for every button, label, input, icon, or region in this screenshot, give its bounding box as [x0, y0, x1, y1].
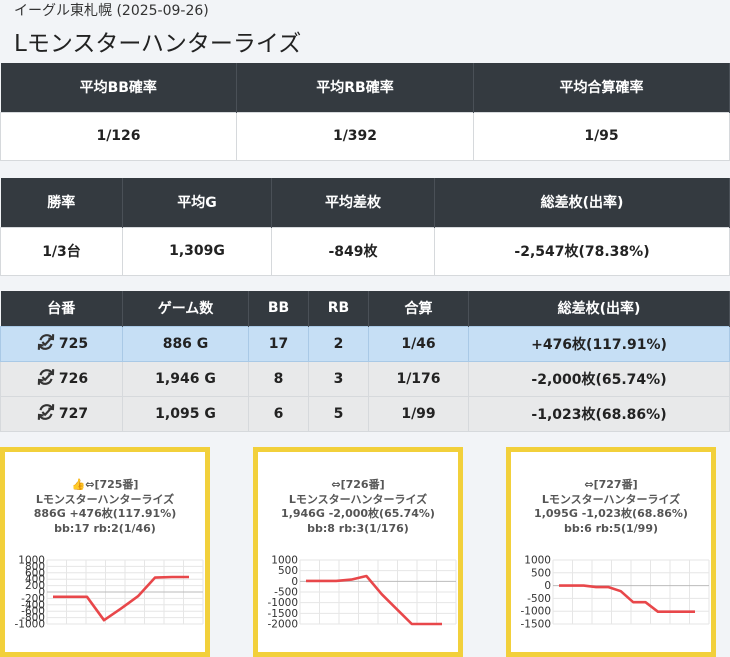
unit-number: 727	[58, 405, 89, 422]
header-avg-games: 平均G	[122, 178, 272, 227]
card-bonus: bb:6 rb:5(1/99)	[563, 521, 658, 535]
y-tick-label: 800	[25, 561, 45, 573]
card-result: 1,095G -1,023枚(68.86%)	[534, 507, 688, 520]
header-diff: 総差枚(出率)	[468, 291, 730, 326]
unit-cell[interactable]: 725	[0, 325, 123, 362]
header-total-diff: 総差枚(出率)	[434, 178, 730, 227]
refresh-icon[interactable]	[35, 366, 57, 392]
card-bonus: bb:8 rb:3(1/176)	[307, 521, 409, 535]
series-line	[306, 574, 442, 626]
series-line	[53, 575, 189, 622]
header-rb: RB	[308, 291, 369, 326]
refresh-icon[interactable]	[35, 331, 57, 357]
unit-number: 726	[58, 370, 89, 387]
value-avg-bb: 1/126	[0, 111, 237, 161]
y-tick-label: -400	[21, 599, 45, 611]
card-result: 1,946G -2,000枚(65.74%)	[281, 507, 435, 520]
total-cell: 1/46	[368, 325, 469, 362]
y-tick-label: -800	[21, 612, 45, 624]
diff-cell: +476枚(117.91%)	[468, 325, 730, 362]
y-tick-label: -1000	[14, 619, 45, 631]
y-tick-label: 0	[544, 580, 551, 592]
unit-card-725[interactable]: 👍⇔[725番] Lモンスターハンターライズ 886G +476枚(117.91…	[0, 447, 210, 657]
diff-cell: -1,023枚(68.86%)	[468, 395, 730, 432]
y-tick-label: 500	[531, 567, 551, 579]
value-avg-diff: -849枚	[271, 226, 435, 276]
value-avg-total: 1/95	[473, 111, 730, 161]
bb-cell: 17	[248, 325, 309, 362]
y-tick-label: 400	[25, 574, 45, 586]
summary-table-probabilities: 平均BB確率 平均RB確率 平均合算確率 1/126 1/392 1/95	[0, 63, 730, 161]
value-win-rate: 1/3台	[0, 226, 123, 276]
unit-card-727[interactable]: ⇔[727番] Lモンスターハンターライズ 1,095G -1,023枚(68.…	[506, 447, 716, 657]
bb-cell: 8	[248, 360, 309, 397]
y-tick-label: 1000	[271, 555, 298, 567]
y-tick-label: 200	[25, 580, 45, 592]
card-unit-label: ⇔[726番]	[331, 478, 385, 491]
header-bb: BB	[248, 291, 309, 326]
games-cell: 1,095 G	[122, 395, 249, 432]
y-tick-label: 600	[25, 567, 45, 579]
rb-cell: 2	[308, 325, 369, 362]
value-avg-games: 1,309G	[122, 226, 272, 276]
card-bonus: bb:17 rb:2(1/46)	[54, 521, 156, 535]
y-tick-label: -1500	[267, 608, 298, 620]
header-avg-bb: 平均BB確率	[0, 63, 237, 112]
y-tick-label: -2000	[267, 619, 298, 631]
page-title: Lモンスターハンターライズ	[14, 31, 302, 57]
unit-number: 725	[58, 335, 89, 352]
header-games: ゲーム数	[122, 291, 249, 326]
unit-cell[interactable]: 726	[0, 360, 123, 397]
games-cell: 886 G	[122, 325, 249, 362]
card-machine-name: Lモンスターハンターライズ	[288, 492, 428, 506]
total-cell: 1/176	[368, 360, 469, 397]
y-tick-label: 1000	[524, 555, 551, 567]
value-avg-rb: 1/392	[236, 111, 474, 161]
header-avg-rb: 平均RB確率	[236, 63, 474, 112]
refresh-icon[interactable]	[35, 401, 57, 427]
card-machine-name: Lモンスターハンターライズ	[541, 492, 681, 506]
header-total: 合算	[368, 291, 469, 326]
y-tick-label: -200	[21, 593, 45, 605]
header-avg-diff: 平均差枚	[271, 178, 435, 227]
card-machine-name: Lモンスターハンターライズ	[35, 492, 175, 506]
y-tick-label: -500	[527, 593, 551, 605]
units-table: 台番 ゲーム数 BB RB 合算 総差枚(出率) 725 886 G 17 2 …	[0, 291, 730, 432]
table-row[interactable]: 726 1,946 G 8 3 1/176 -2,000枚(65.74%)	[0, 360, 730, 397]
series-line	[559, 584, 695, 614]
header-avg-total: 平均合算確率	[473, 63, 730, 112]
diff-cell: -2,000枚(65.74%)	[468, 360, 730, 397]
total-cell: 1/99	[368, 395, 469, 432]
card-result: 886G +476枚(117.91%)	[33, 507, 177, 520]
y-tick-label: 500	[278, 565, 298, 577]
header-win-rate: 勝率	[0, 178, 123, 227]
bb-cell: 6	[248, 395, 309, 432]
y-tick-label: 1000	[18, 555, 45, 567]
y-tick-label: -1500	[520, 619, 551, 631]
summary-table-results: 勝率 平均G 平均差枚 総差枚(出率) 1/3台 1,309G -849枚 -2…	[0, 178, 730, 276]
unit-cell[interactable]: 727	[0, 395, 123, 432]
card-unit-label: 👍⇔[725番]	[71, 478, 139, 491]
y-tick-label: -600	[21, 606, 45, 618]
card-unit-label: ⇔[727番]	[584, 478, 638, 491]
table-row[interactable]: 727 1,095 G 6 5 1/99 -1,023枚(68.86%)	[0, 395, 730, 432]
value-total-diff: -2,547枚(78.38%)	[434, 226, 730, 276]
y-tick-label: -1000	[267, 597, 298, 609]
store-date: イーグル東札幌 (2025-09-26)	[14, 3, 209, 19]
y-tick-label: 0	[38, 587, 45, 599]
y-tick-label: -500	[274, 587, 298, 599]
header-unit: 台番	[0, 291, 123, 326]
rb-cell: 5	[308, 395, 369, 432]
games-cell: 1,946 G	[122, 360, 249, 397]
rb-cell: 3	[308, 360, 369, 397]
table-row[interactable]: 725 886 G 17 2 1/46 +476枚(117.91%)	[0, 325, 730, 362]
unit-card-726[interactable]: ⇔[726番] Lモンスターハンターライズ 1,946G -2,000枚(65.…	[253, 447, 463, 657]
y-tick-label: -1000	[520, 606, 551, 618]
y-tick-label: 0	[291, 576, 298, 588]
